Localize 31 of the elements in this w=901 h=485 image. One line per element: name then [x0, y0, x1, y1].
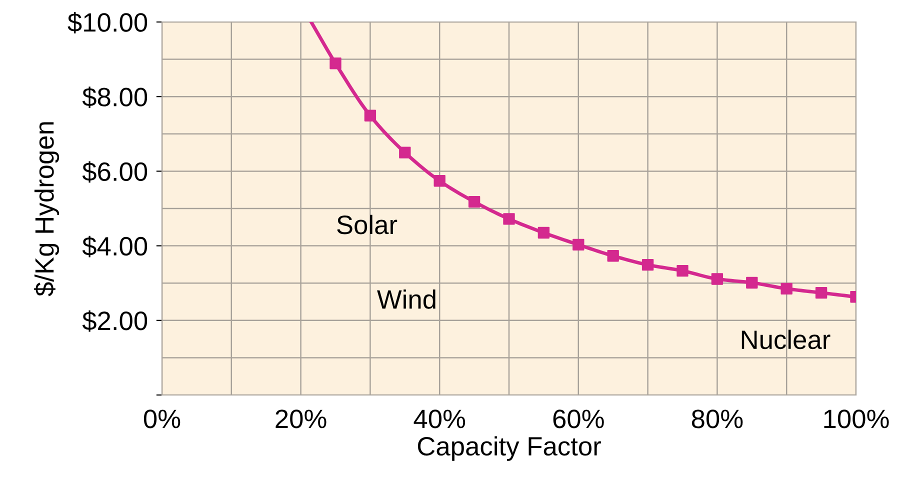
x-tick-label: 80%: [692, 410, 743, 428]
annotation: Solar: [337, 214, 398, 234]
x-tick-label: 60%: [553, 410, 604, 428]
point: [503, 213, 515, 225]
point: [746, 276, 758, 289]
point: [330, 58, 342, 70]
point: [364, 110, 376, 122]
point: [434, 175, 446, 187]
y-tick-label: $8.00: [82, 86, 148, 108]
x-tick-label: 40%: [414, 410, 466, 428]
y-tick-label: $10.00: [68, 12, 148, 34]
y-axis-title: $/Kg Hydrogen: [34, 122, 60, 296]
point: [607, 250, 619, 262]
point: [711, 273, 724, 285]
point: [572, 238, 584, 251]
y-tick-label: $6.00: [82, 161, 148, 183]
x-tick-label: 0%: [144, 410, 180, 428]
point: [815, 286, 828, 299]
y-tick-label: $2.00: [82, 310, 148, 332]
annotation: Nuclear: [742, 330, 830, 350]
point: [538, 226, 550, 239]
x-axis-title: Capacity Factor: [418, 436, 601, 461]
annotation: Wind: [377, 289, 436, 309]
point: [780, 282, 792, 295]
y-tick-label: $4.00: [82, 236, 148, 258]
point: [468, 196, 480, 208]
x-tick-label: 100%: [824, 410, 889, 428]
point: [676, 264, 688, 277]
point: [399, 146, 411, 158]
x-tick-label: 20%: [276, 410, 326, 428]
point: [642, 258, 654, 271]
